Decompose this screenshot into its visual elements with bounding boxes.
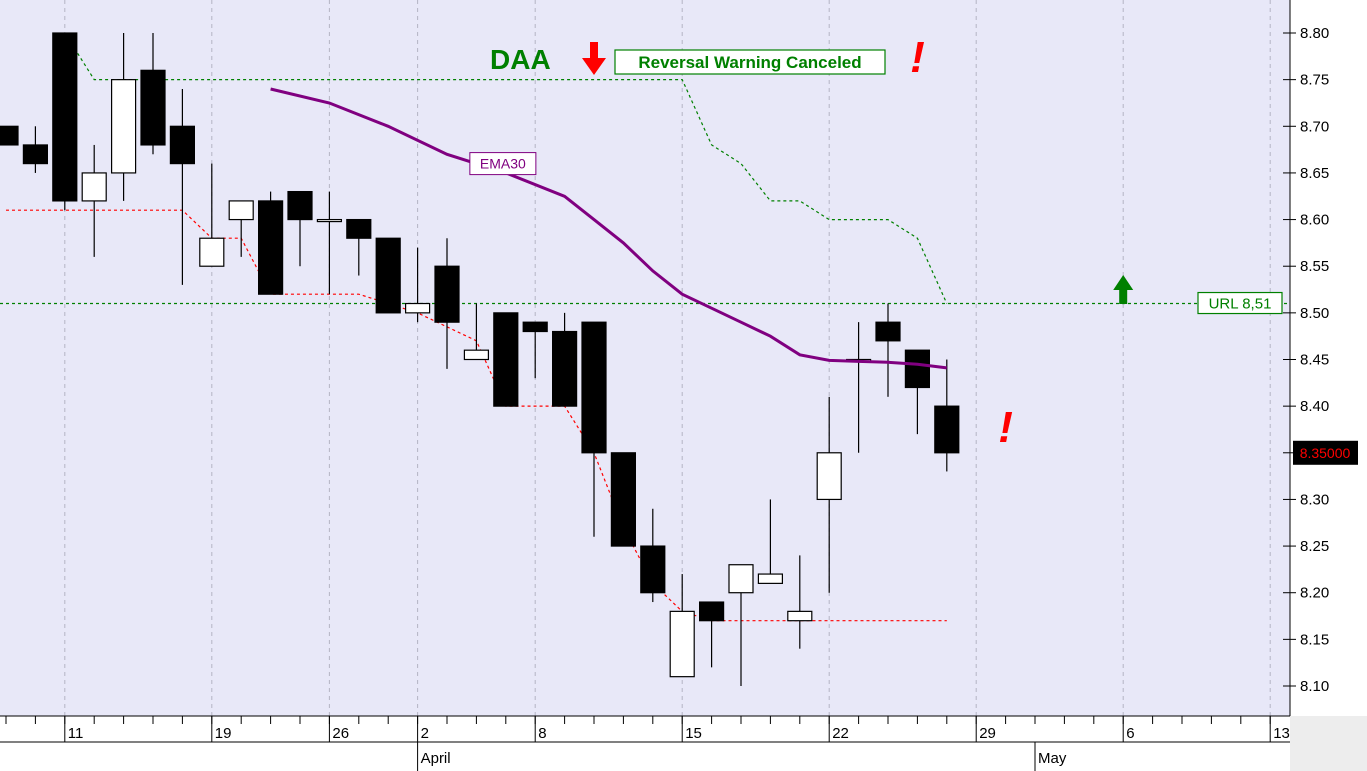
ema-line-group: EMA30 <box>270 87 947 370</box>
warning-label: Reversal Warning Canceled <box>638 53 861 72</box>
instrument-tag: DAA <box>490 44 551 75</box>
upper-stop-line <box>64 32 948 304</box>
candle-body <box>434 265 460 323</box>
candle-body <box>728 564 754 594</box>
y-tick-label: 8.20 <box>1300 585 1329 602</box>
annotations: DAA Reversal Warning Canceled !! URL 8,51 <box>490 33 1283 452</box>
corner-background <box>1290 716 1367 771</box>
x-day-label: 2 <box>421 725 429 742</box>
y-tick-label: 8.10 <box>1300 678 1329 695</box>
candle-body <box>581 321 607 454</box>
x-axis-background <box>0 716 1290 771</box>
x-month-label: April <box>421 750 451 767</box>
y-tick-label: 8.25 <box>1300 538 1329 555</box>
x-day-label: 6 <box>1126 725 1134 742</box>
candle-body <box>787 610 813 622</box>
candle-body <box>640 545 666 594</box>
x-day-label: 13 <box>1273 725 1290 742</box>
exclamation-mark-bottom: ! <box>998 403 1013 452</box>
x-day-label: 15 <box>685 725 702 742</box>
last-price-label: 8.35000 <box>1300 445 1351 461</box>
y-tick-label: 8.45 <box>1300 352 1329 369</box>
candle-body <box>875 321 901 342</box>
exclamation-mark-top: ! <box>910 33 925 82</box>
candle-body <box>934 405 960 454</box>
x-day-label: 22 <box>832 725 849 742</box>
y-axis-background <box>1290 0 1367 716</box>
candle-body <box>405 302 431 314</box>
plot-background <box>0 0 1290 716</box>
candle-body <box>228 200 254 221</box>
y-tick-label: 8.75 <box>1300 72 1329 89</box>
x-day-label: 11 <box>68 725 84 742</box>
candle-body <box>610 452 637 547</box>
x-month-label: May <box>1038 750 1067 767</box>
candle-body <box>140 69 166 146</box>
candle-body <box>258 200 284 295</box>
candle-body <box>757 573 784 584</box>
ema30-label-box <box>469 152 537 176</box>
candle-body <box>551 330 578 407</box>
candles <box>0 32 960 686</box>
candle-body <box>493 312 519 407</box>
y-tick-label: 8.15 <box>1300 631 1329 648</box>
candle-body <box>199 237 225 267</box>
y-tick-label: 8.40 <box>1300 398 1329 415</box>
last-price-tag <box>1293 440 1358 465</box>
y-tick-label: 8.65 <box>1300 165 1329 182</box>
x-day-label: 29 <box>979 725 996 742</box>
url-label-box <box>1197 291 1283 315</box>
y-axis: 8.80 8.75 8.70 8.65 8.60 8.55 8.50 8.45 8.40 8.35… <box>1289 0 1358 716</box>
candle-body <box>110 79 137 174</box>
candle-body <box>316 218 342 223</box>
candle-body <box>52 32 78 202</box>
candle-body <box>522 321 548 333</box>
ema30-label: EMA30 <box>480 156 526 172</box>
x-day-label: 19 <box>215 725 232 742</box>
y-tick-label: 8.70 <box>1300 118 1329 135</box>
grid-lines <box>64 0 1290 716</box>
up-arrow-icon <box>1113 275 1134 304</box>
y-tick-label: 8.80 <box>1300 25 1329 42</box>
y-tick-label: 8.50 <box>1300 305 1329 322</box>
y-tick-label: 8.30 <box>1300 491 1329 508</box>
candle-body <box>375 237 401 314</box>
candle-body <box>0 125 19 146</box>
url-label: URL 8,51 <box>1209 296 1272 313</box>
x-day-label: 8 <box>538 725 546 742</box>
y-tick-label: 8.60 <box>1300 212 1329 229</box>
candle-body <box>22 144 48 165</box>
candle-body <box>904 349 931 389</box>
y-tick-label: 8.55 <box>1300 258 1329 275</box>
x-day-label: 26 <box>332 725 349 742</box>
stop-lines <box>0 32 1290 622</box>
candle-body <box>669 610 695 678</box>
candle-body <box>169 125 195 165</box>
x-axis: 11 19 26 2 8 15 22 29 6 13 April May <box>0 715 1290 771</box>
candle-body <box>816 452 842 501</box>
ema30-line <box>270 87 947 370</box>
candle-body <box>346 218 372 239</box>
candle-body <box>81 172 107 202</box>
candle-body <box>287 190 313 221</box>
warning-label-box <box>614 49 886 75</box>
candle-body <box>463 349 489 361</box>
candle-body <box>698 601 725 622</box>
down-arrow-icon <box>582 42 606 75</box>
lower-stop-line <box>6 209 947 622</box>
